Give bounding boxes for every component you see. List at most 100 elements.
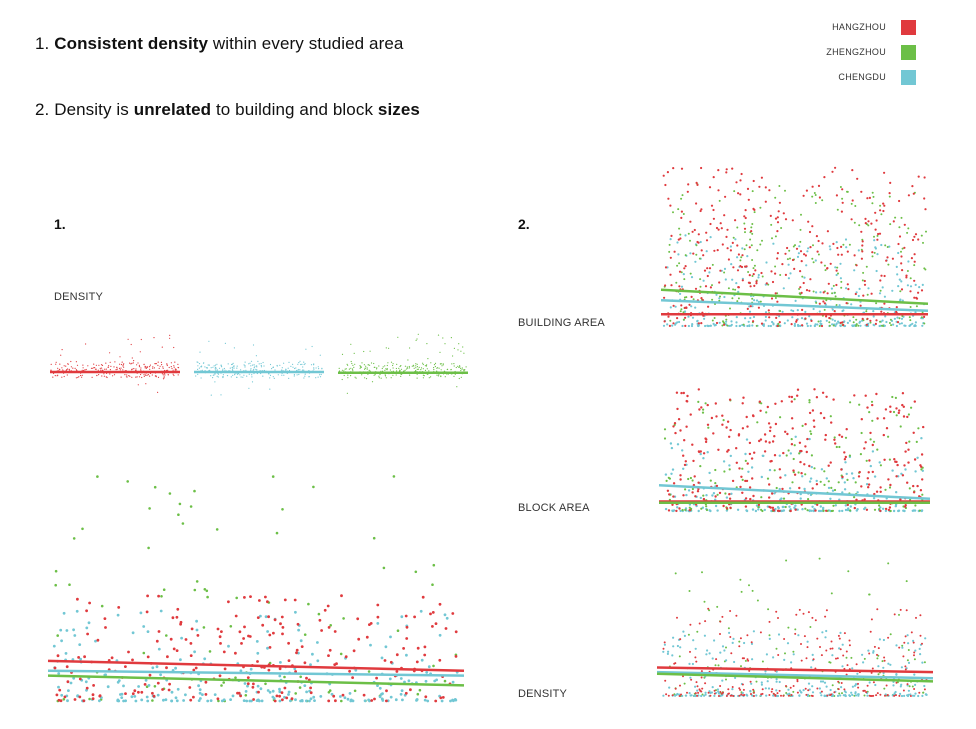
data-point-hangzhou <box>745 415 748 419</box>
data-point-hangzhou <box>774 272 777 275</box>
data-point-hangzhou <box>895 681 898 684</box>
data-point-zhengzhou <box>887 562 890 565</box>
data-point-zhengzhou <box>884 488 887 491</box>
data-point-hangzhou <box>770 270 773 273</box>
data-point-hangzhou <box>95 364 97 366</box>
data-point-chengdu <box>879 506 882 509</box>
data-point-chengdu <box>683 634 686 637</box>
data-point-hangzhou <box>680 210 683 213</box>
data-point-chengdu <box>835 273 838 277</box>
data-point-chengdu <box>339 695 342 698</box>
data-point-hangzhou <box>865 691 868 694</box>
data-point-zhengzhou <box>442 363 444 365</box>
data-point-chengdu <box>900 694 904 698</box>
data-point-hangzhou <box>887 508 891 512</box>
data-point-zhengzhou <box>872 440 876 443</box>
data-point-hangzhou <box>877 647 880 650</box>
data-point-hangzhou <box>785 685 787 687</box>
data-point-zhengzhou <box>879 464 882 467</box>
data-point-chengdu <box>793 322 796 325</box>
data-point-zhengzhou <box>145 685 149 688</box>
data-point-chengdu <box>746 694 749 697</box>
data-point-chengdu <box>839 324 842 328</box>
data-point-zhengzhou <box>165 634 168 637</box>
data-point-zhengzhou <box>779 416 782 419</box>
data-point-zhengzhou <box>685 296 688 299</box>
data-point-hangzhou <box>678 270 682 273</box>
data-point-chengdu <box>821 680 825 683</box>
data-point-hangzhou <box>744 497 748 500</box>
data-point-hangzhou <box>825 509 828 512</box>
data-point-hangzhou <box>87 365 89 367</box>
data-point-zhengzhou <box>205 589 209 593</box>
data-point-zhengzhou <box>755 680 758 683</box>
data-point-zhengzhou <box>392 367 394 369</box>
data-point-chengdu <box>848 694 852 698</box>
data-point-zhengzhou <box>901 644 904 647</box>
data-point-zhengzhou <box>691 479 694 482</box>
data-point-hangzhou <box>801 308 804 311</box>
data-point-chengdu <box>757 276 760 279</box>
data-point-zhengzhou <box>380 377 382 379</box>
trend-line-chengdu <box>660 299 929 313</box>
data-point-zhengzhou <box>387 362 389 364</box>
data-point-zhengzhou <box>821 199 824 202</box>
data-point-zhengzhou <box>428 370 430 372</box>
data-point-zhengzhou <box>436 370 438 372</box>
data-point-hangzhou <box>718 281 721 284</box>
data-point-chengdu <box>697 509 700 513</box>
heading-2-middle: to building and block <box>211 100 378 119</box>
data-point-hangzhou <box>725 426 728 429</box>
data-point-hangzhou <box>889 483 892 487</box>
data-point-zhengzhou <box>382 370 384 372</box>
data-point-chengdu <box>297 628 300 632</box>
data-point-chengdu <box>308 699 311 703</box>
data-point-zhengzhou <box>890 324 893 327</box>
data-point-chengdu <box>820 694 823 697</box>
data-point-hangzhou <box>107 366 109 368</box>
data-point-zhengzhou <box>463 352 465 354</box>
data-point-zhengzhou <box>414 570 418 574</box>
data-point-chengdu <box>839 277 842 280</box>
data-point-chengdu <box>298 373 300 376</box>
data-point-zhengzhou <box>433 369 435 371</box>
data-point-hangzhou <box>682 391 685 395</box>
data-point-hangzhou <box>680 304 683 307</box>
data-point-hangzhou <box>803 253 806 256</box>
data-point-hangzhou <box>827 282 830 285</box>
data-point-hangzhou <box>855 663 858 666</box>
data-point-hangzhou <box>807 220 810 223</box>
data-point-chengdu <box>707 324 710 328</box>
data-point-chengdu <box>348 692 352 695</box>
data-point-zhengzhou <box>732 236 735 239</box>
data-point-hangzhou <box>800 659 803 662</box>
data-point-hangzhou <box>901 392 905 395</box>
data-point-chengdu <box>831 654 834 657</box>
data-point-chengdu <box>208 364 210 366</box>
data-point-hangzhou <box>865 508 869 511</box>
data-point-hangzhou <box>748 669 751 672</box>
data-point-hangzhou <box>820 690 823 693</box>
data-point-hangzhou <box>710 416 714 420</box>
data-point-hangzhou <box>845 302 848 305</box>
data-point-chengdu <box>764 311 768 314</box>
data-point-hangzhou <box>875 694 878 697</box>
data-point-zhengzhou <box>767 608 770 611</box>
data-point-hangzhou <box>790 400 793 403</box>
data-point-chengdu <box>778 487 781 491</box>
data-point-zhengzhou <box>400 368 403 370</box>
data-point-zhengzhou <box>683 278 686 281</box>
heading-2-bold-2: sizes <box>377 100 420 119</box>
data-point-zhengzhou <box>801 424 804 427</box>
data-point-zhengzhou <box>434 365 436 368</box>
data-point-chengdu <box>895 644 898 647</box>
data-point-hangzhou <box>842 323 845 327</box>
data-point-hangzhou <box>679 474 682 477</box>
data-point-hangzhou <box>76 364 79 366</box>
data-point-hangzhou <box>105 376 107 378</box>
data-point-hangzhou <box>100 364 103 366</box>
data-point-hangzhou <box>776 216 779 219</box>
data-point-hangzhou <box>903 641 906 644</box>
data-point-hangzhou <box>792 469 795 472</box>
data-point-hangzhou <box>864 222 867 225</box>
